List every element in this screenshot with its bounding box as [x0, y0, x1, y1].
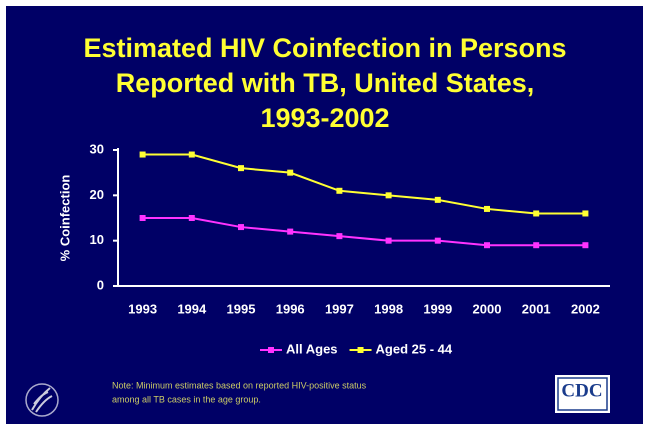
x-tick-label: 1993	[128, 301, 157, 316]
point-marker	[582, 210, 589, 217]
cdc-logo-frame	[557, 377, 608, 411]
x-tick-label: 1998	[374, 301, 403, 316]
point-marker	[385, 237, 392, 244]
point-marker	[287, 228, 294, 235]
point-marker	[238, 165, 244, 172]
chart-title: Reported with TB, United States,	[116, 68, 535, 98]
point-marker	[434, 196, 441, 203]
point-marker	[385, 192, 392, 199]
point-marker	[336, 187, 343, 194]
x-tick-label: 1994	[177, 301, 207, 316]
point-marker	[188, 215, 195, 221]
note: Note: Minimum estimates based on reporte…	[112, 380, 367, 390]
x-tick-label: 2001	[522, 301, 551, 316]
legend-marker	[268, 347, 274, 353]
legend-marker	[357, 347, 364, 353]
series-line	[142, 153, 586, 215]
x-tick-label: 2000	[473, 301, 502, 316]
x-tick-label: 1996	[276, 301, 305, 316]
point-marker	[484, 242, 490, 249]
point-marker	[287, 169, 294, 176]
note: among all TB cases in the age group.	[112, 394, 261, 404]
point-marker	[434, 237, 441, 244]
series-line	[142, 217, 586, 247]
hhs-logo	[25, 383, 59, 417]
cdc-logo-text: CDC	[561, 380, 602, 401]
y-tick-label: 30	[90, 141, 104, 156]
y-tick-label: 20	[90, 187, 104, 202]
point-marker	[484, 205, 490, 212]
point-marker	[188, 151, 195, 158]
point-marker	[533, 210, 540, 217]
cdc-logo	[555, 375, 610, 413]
x-tick-label: 1995	[227, 301, 256, 316]
point-marker	[336, 233, 343, 240]
point-marker	[238, 224, 244, 231]
legend-label: All Ages	[286, 341, 338, 356]
point-marker	[582, 242, 589, 249]
x-tick-label: 2002	[571, 301, 600, 316]
point-marker	[533, 242, 540, 249]
point-marker	[139, 215, 146, 221]
y-tick-label: 10	[90, 232, 104, 247]
x-tick-label: 1997	[325, 301, 354, 316]
y-tick-label: 0	[97, 277, 104, 292]
legend-label: Aged 25 - 44	[376, 341, 453, 356]
chart-title: 1993-2002	[260, 103, 389, 133]
chart-title: Estimated HIV Coinfection in Persons	[83, 33, 566, 63]
point-marker	[139, 151, 146, 158]
x-tick-label: 1999	[423, 301, 452, 316]
y-axis-label: % Coinfection	[57, 175, 72, 262]
